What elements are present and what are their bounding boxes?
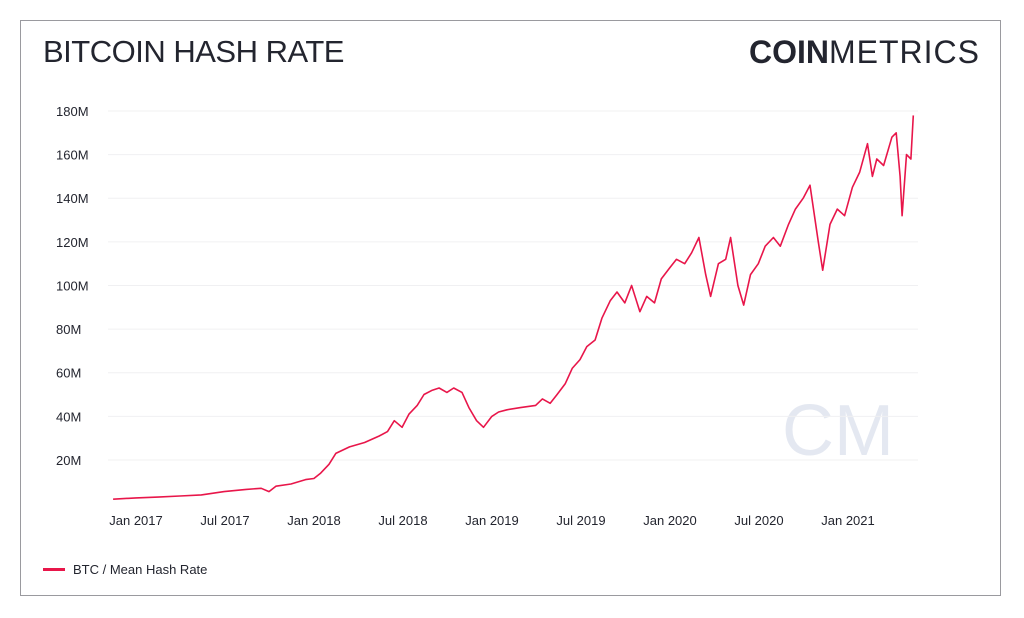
y-tick-label: 60M <box>56 366 81 381</box>
y-tick-label: 120M <box>56 235 89 250</box>
y-tick-label: 80M <box>56 322 81 337</box>
x-tick-label: Jul 2019 <box>556 513 605 528</box>
y-tick-label: 40M <box>56 409 81 424</box>
x-tick-label: Jul 2020 <box>734 513 783 528</box>
x-tick-label: Jul 2018 <box>378 513 427 528</box>
x-tick-label: Jan 2019 <box>465 513 519 528</box>
legend-swatch <box>43 568 65 571</box>
x-tick-label: Jul 2017 <box>200 513 249 528</box>
legend[interactable]: BTC / Mean Hash Rate <box>43 562 207 577</box>
y-tick-label: 20M <box>56 453 81 468</box>
x-tick-label: Jan 2020 <box>643 513 697 528</box>
legend-label: BTC / Mean Hash Rate <box>73 562 208 577</box>
coinmetrics-logo: COINMETRICS <box>749 34 980 70</box>
x-tick-label: Jan 2021 <box>821 513 875 528</box>
series-line-btc-mean-hash-rate <box>113 115 915 500</box>
y-tick-label: 160M <box>56 148 89 163</box>
y-tick-label: 180M <box>56 104 89 119</box>
y-tick-label: 140M <box>56 191 89 206</box>
y-tick-label: 100M <box>56 278 89 293</box>
chart-title: BITCOIN HASH RATE <box>43 34 344 69</box>
watermark-logo: CM <box>782 391 894 471</box>
x-tick-label: Jan 2018 <box>287 513 341 528</box>
chart-frame <box>20 20 1001 596</box>
x-tick-label: Jan 2017 <box>109 513 163 528</box>
